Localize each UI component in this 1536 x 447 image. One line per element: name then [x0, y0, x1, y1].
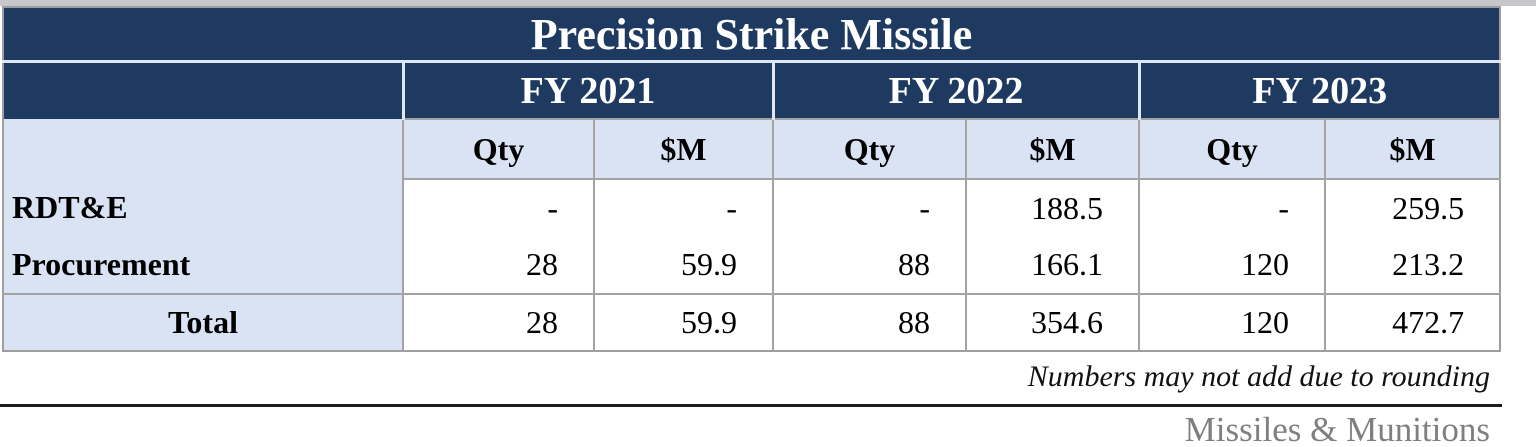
cell-proc-fy2022-sm: 166.1	[965, 236, 1139, 295]
cell-total-fy2022-sm: 354.6	[965, 293, 1139, 351]
row-label-procurement: Procurement	[3, 236, 403, 295]
cell-rdte-fy2023-sm: 259.5	[1323, 179, 1501, 236]
cell-total-fy2021-sm: 59.9	[593, 293, 773, 351]
table-row-procurement: Procurement 28 59.9 88 166.1 120 213.2	[3, 236, 1501, 295]
footer-divider-rule	[0, 404, 1502, 407]
cell-rdte-fy2022-sm: 188.5	[965, 179, 1139, 236]
table-title-row: Precision Strike Missile	[3, 7, 1501, 63]
cell-rdte-fy2021-qty: -	[402, 179, 594, 236]
cell-total-fy2023-sm: 472.7	[1323, 293, 1501, 351]
row-label-rdte: RDT&E	[3, 179, 403, 236]
col-header-fy2023-sm: $M	[1323, 118, 1501, 180]
year-header-fy2022: FY 2022	[771, 61, 1139, 119]
section-footer-label: Missiles & Munitions	[1184, 410, 1490, 447]
table-row-total: Total 28 59.9 88 354.6 120 472.7	[3, 293, 1501, 351]
cell-proc-fy2021-sm: 59.9	[593, 236, 773, 295]
cell-total-fy2023-qty: 120	[1138, 293, 1325, 351]
rounding-footnote: Numbers may not add due to rounding	[1027, 360, 1490, 393]
year-header-fy2021: FY 2021	[401, 61, 773, 119]
measure-header-empty-cell	[3, 119, 403, 179]
col-header-fy2022-sm: $M	[965, 118, 1139, 180]
col-header-fy2022-qty: Qty	[772, 118, 966, 180]
col-header-fy2021-qty: Qty	[402, 118, 594, 180]
page-top-edge	[0, 0, 1536, 6]
measure-header-row: Qty $M Qty $M Qty $M	[3, 118, 1501, 180]
cell-rdte-fy2023-qty: -	[1138, 179, 1325, 236]
fiscal-year-header-row: FY 2021 FY 2022 FY 2023	[3, 61, 1501, 119]
cell-proc-fy2021-qty: 28	[402, 236, 594, 295]
table-title: Precision Strike Missile	[3, 7, 1501, 63]
cell-total-fy2022-qty: 88	[772, 293, 966, 351]
cell-total-fy2021-qty: 28	[402, 293, 594, 351]
corner-empty-cell	[3, 61, 403, 119]
cell-rdte-fy2022-qty: -	[772, 179, 966, 236]
cell-rdte-fy2021-sm: -	[593, 179, 773, 236]
col-header-fy2021-sm: $M	[593, 118, 773, 180]
cell-proc-fy2022-qty: 88	[772, 236, 966, 295]
budget-table: Precision Strike Missile FY 2021 FY 2022…	[2, 6, 1502, 352]
table-row-rdte: RDT&E - - - 188.5 - 259.5	[3, 179, 1501, 236]
year-header-fy2023: FY 2023	[1137, 61, 1501, 119]
cell-proc-fy2023-sm: 213.2	[1323, 236, 1501, 295]
col-header-fy2023-qty: Qty	[1138, 118, 1325, 180]
row-label-total: Total	[3, 293, 403, 351]
cell-proc-fy2023-qty: 120	[1138, 236, 1325, 295]
